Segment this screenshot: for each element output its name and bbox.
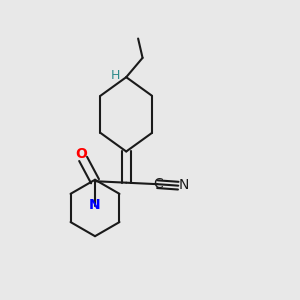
Text: H: H — [111, 69, 121, 82]
Text: N: N — [178, 178, 189, 192]
Text: O: O — [75, 147, 87, 160]
Text: N: N — [89, 198, 101, 212]
Text: C: C — [153, 177, 163, 190]
